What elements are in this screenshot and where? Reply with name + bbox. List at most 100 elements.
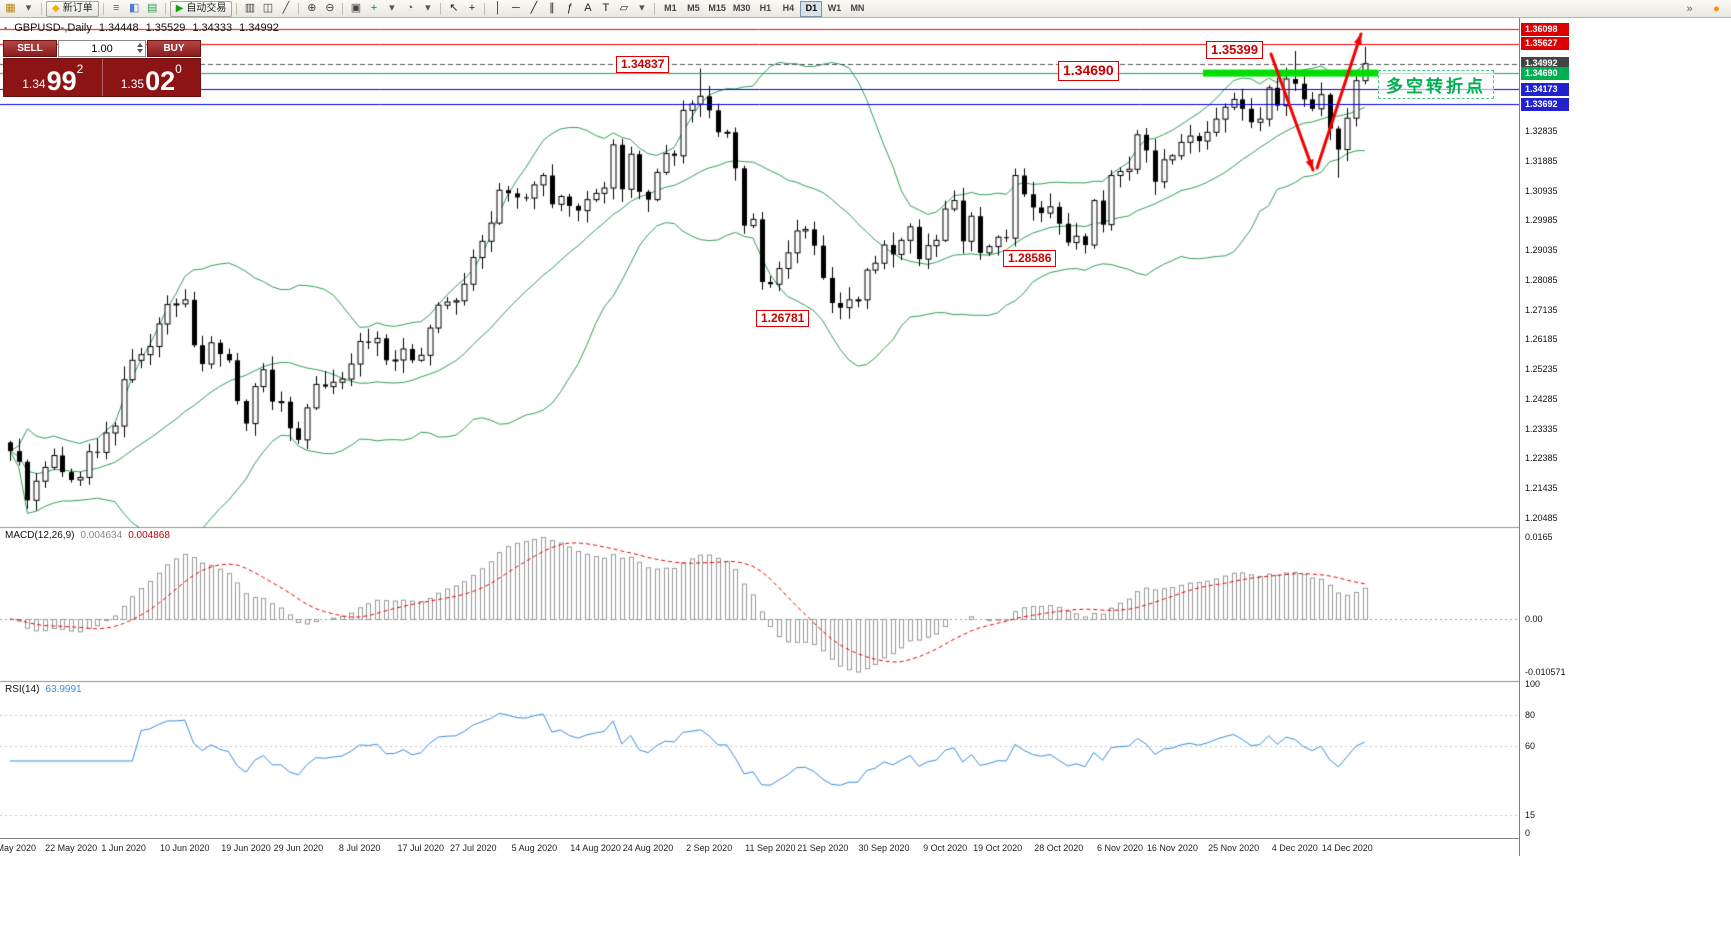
date-label: 29 Jun 2020 (273, 843, 324, 853)
market-watch-icon[interactable]: ≡ (108, 1, 125, 17)
sell-price[interactable]: 1.34 99 2 (4, 59, 102, 96)
chart-header: ▪ GBPUSD-,Daily 1.34448 1.35529 1.34333 … (4, 22, 279, 34)
symbol-period-label: GBPUSD-,Daily (14, 22, 92, 34)
community-icon[interactable]: ● (1713, 2, 1720, 15)
date-label: 25 Nov 2020 (1208, 843, 1260, 853)
rsi-value: 63.9991 (45, 684, 82, 695)
price-tick: 1.31885 (1525, 155, 1558, 166)
price-marker: 1.36098 (1521, 22, 1569, 36)
new-order-button-label: 新订单 (62, 3, 93, 14)
buy-price-big: 02 (145, 66, 176, 96)
zoom-out-button[interactable]: ⊖ (321, 1, 338, 17)
bull-bear-turning-point-note[interactable]: 多空转折点 (1378, 70, 1494, 99)
candlestick-chart-icon[interactable]: ◫ (259, 1, 276, 17)
price-chart-canvas[interactable] (0, 18, 1569, 856)
buy-price[interactable]: 1.35 02 0 (101, 59, 201, 96)
date-label: 13 May 2020 (0, 843, 37, 853)
price-tick: 1.29985 (1525, 215, 1558, 226)
toolbar-separator (440, 2, 442, 15)
buy-button[interactable]: BUY (147, 40, 201, 57)
crosshair-button[interactable]: + (463, 1, 480, 17)
timeframe-m5-button[interactable]: M5 (682, 1, 704, 17)
timeframe-mn-button[interactable]: MN (846, 1, 868, 17)
autotrading-button[interactable]: ▶ 自动交易 (169, 0, 233, 17)
horizontal-line-button[interactable]: ─ (507, 1, 524, 17)
macd-main-value: 0.004634 (80, 530, 123, 541)
volume-up-icon[interactable] (137, 43, 143, 47)
volume-down-icon[interactable] (137, 49, 143, 53)
shapes-button[interactable]: ▱ (615, 1, 632, 17)
timeframe-h4-button[interactable]: H4 (777, 1, 799, 17)
date-label: 14 Aug 2020 (570, 843, 621, 853)
vertical-line-button[interactable]: │ (489, 1, 506, 17)
ohlc-high: 1.35529 (145, 22, 186, 34)
new-order-button[interactable]: ◆ 新订单 (46, 0, 99, 17)
data-window-icon[interactable]: ◧ (126, 1, 143, 17)
cursor-button[interactable]: ↖ (445, 1, 462, 17)
indicators-button[interactable]: + (365, 1, 382, 17)
rsi-scale-tick: 60 (1525, 740, 1536, 751)
price-label-annotation[interactable]: 1.34837 (616, 56, 670, 73)
fibonacci-button[interactable]: ƒ (561, 1, 578, 17)
timeframe-h1-button[interactable]: H1 (754, 1, 776, 17)
toolbar-more-icon[interactable]: » (1686, 2, 1693, 15)
price-tick: 1.24285 (1525, 393, 1558, 404)
text-button[interactable]: A (579, 1, 596, 17)
price-tick: 1.21435 (1525, 483, 1558, 494)
one-click-trading-panel: SELL 1.00 BUY 1.34 99 2 1.35 02 0 (3, 40, 201, 97)
indicators-dropdown[interactable]: ▾ (383, 1, 400, 17)
buy-price-sup: 0 (175, 62, 182, 76)
label-button[interactable]: T (597, 1, 614, 17)
volume-input[interactable]: 1.00 (58, 40, 146, 57)
periods-button[interactable]: ◔ (401, 1, 418, 17)
rsi-panel-label: RSI(14) 63.9991 (5, 684, 82, 695)
price-label-annotation[interactable]: 1.35399 (1206, 41, 1263, 60)
toolbar-separator (236, 2, 238, 15)
timeframe-m1-button[interactable]: M1 (659, 1, 681, 17)
shapes-dropdown[interactable]: ▾ (633, 1, 650, 17)
date-label: 4 Dec 2020 (1271, 843, 1318, 853)
zoom-in-button[interactable]: ⊕ (303, 1, 320, 17)
date-label: 10 Jun 2020 (160, 843, 210, 853)
price-marker: 1.34173 (1521, 82, 1569, 96)
new-chart-dropdown[interactable]: ▾ (20, 1, 37, 17)
line-chart-icon[interactable]: ╱ (277, 1, 294, 17)
toolbar-right-cluster: » ● (1678, 0, 1728, 18)
price-tick: 1.30935 (1525, 185, 1558, 196)
timeframe-w1-button[interactable]: W1 (823, 1, 845, 17)
price-scale[interactable]: 1.32835 1.31885 1.30935 1.29985 1.29035 1.280… (1519, 18, 1569, 856)
ohlc-low: 1.34333 (192, 22, 233, 34)
price-tick: 1.32835 (1525, 126, 1558, 137)
sell-price-small: 1.34 (22, 77, 46, 91)
date-label: 6 Nov 2020 (1096, 843, 1143, 853)
bar-chart-icon[interactable]: ▥ (241, 1, 258, 17)
timeframe-m15-button[interactable]: M15 (705, 1, 729, 17)
trendline-button[interactable]: ╱ (525, 1, 542, 17)
new-order-icon: ◆ (52, 3, 60, 14)
timeframe-m30-button[interactable]: M30 (730, 1, 754, 17)
tile-windows-icon[interactable]: ▣ (347, 1, 364, 17)
timeframe-d1-button[interactable]: D1 (800, 0, 823, 17)
channel-button[interactable]: ∥ (543, 1, 560, 17)
price-marker: 1.35627 (1521, 37, 1569, 51)
sell-price-sup: 2 (76, 62, 84, 76)
periods-dropdown[interactable]: ▾ (419, 1, 436, 17)
price-tick: 1.20485 (1525, 513, 1558, 523)
ohlc-open: 1.34448 (98, 22, 139, 34)
price-label-annotation[interactable]: 1.26781 (756, 310, 810, 327)
date-label: 19 Jun 2020 (221, 843, 271, 853)
price-tick: 1.25235 (1525, 364, 1558, 375)
toolbar-separator (484, 2, 486, 15)
price-label-annotation[interactable]: 1.28586 (1003, 250, 1057, 267)
rsi-scale-tick: 80 (1525, 709, 1536, 720)
navigator-icon[interactable]: ▤ (144, 1, 161, 17)
sell-button[interactable]: SELL (3, 40, 57, 57)
price-label-annotation[interactable]: 1.34690 (1058, 61, 1119, 81)
volume-stepper (137, 43, 143, 53)
macd-scale-tick: 0.00 (1525, 614, 1543, 624)
new-chart-button[interactable]: ▦ (2, 1, 19, 17)
date-label: 5 Aug 2020 (511, 843, 558, 853)
price-tick: 1.29035 (1525, 245, 1558, 256)
toolbar-separator (41, 2, 42, 15)
